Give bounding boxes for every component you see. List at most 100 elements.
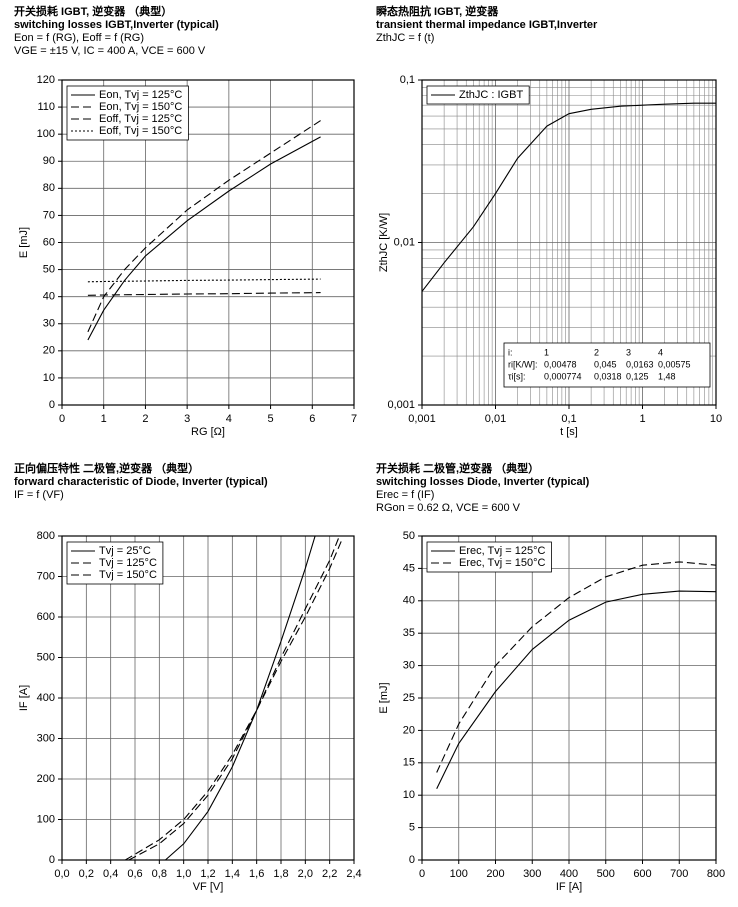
- chart-title: 开关损耗 二极管,逆变器 （典型）: [376, 461, 539, 475]
- chart: 开关损耗 二极管,逆变器 （典型）switching losses Diode,…: [376, 461, 725, 893]
- y-tick-label: 80: [43, 182, 55, 194]
- x-tick-label: 700: [670, 868, 688, 880]
- x-tick-label: 0: [419, 868, 425, 880]
- x-tick-label: 0,2: [79, 868, 94, 880]
- table-box: [503, 342, 711, 388]
- legend-label: Tvj = 125°C: [99, 557, 157, 569]
- x-tick-label: 0,01: [485, 413, 506, 425]
- x-tick-label: 500: [597, 868, 615, 880]
- x-tick-label: 800: [707, 868, 725, 880]
- annotation: Erec = f (IF): [376, 489, 434, 501]
- x-tick-label: 100: [450, 868, 468, 880]
- legend-box: [426, 85, 530, 105]
- x-tick-label: 10: [710, 413, 722, 425]
- annotation: IF = f (VF): [14, 489, 64, 501]
- annotation: VGE = ±15 V, IC = 400 A, VCE = 600 V: [14, 45, 206, 57]
- plot-frame: [61, 79, 355, 406]
- legend-label: Eoff, Tvj = 150°C: [99, 125, 182, 137]
- legend-label: Eon, Tvj = 150°C: [99, 101, 182, 113]
- x-tick-label: 4: [226, 413, 232, 425]
- legend-box: [426, 541, 552, 573]
- y-tick-label: 5: [409, 822, 415, 834]
- y-tick-label: 100: [37, 128, 55, 140]
- x-tick-label: 200: [486, 868, 504, 880]
- y-tick-label: 40: [43, 291, 55, 303]
- x-tick-label: 0: [59, 413, 65, 425]
- x-tick-label: 600: [633, 868, 651, 880]
- x-tick-label: 0,0: [54, 868, 69, 880]
- x-tick-label: 1: [639, 413, 645, 425]
- y-tick-label: 400: [37, 692, 55, 704]
- y-tick-label: 0,1: [400, 74, 415, 86]
- y-tick-label: 40: [403, 595, 415, 607]
- chart-subtitle: switching losses IGBT,Inverter (typical): [14, 19, 219, 31]
- x-tick-label: 7: [351, 413, 357, 425]
- y-tick-label: 25: [403, 692, 415, 704]
- x-tick-label: 1,8: [273, 868, 288, 880]
- table-cell: 1: [544, 347, 549, 357]
- series-line: [128, 535, 340, 861]
- table-cell: 0,00478: [544, 359, 577, 369]
- y-tick-label: 10: [403, 789, 415, 801]
- table-cell: 2: [594, 347, 599, 357]
- chart-title: 开关损耗 IGBT, 逆变器 （典型）: [14, 4, 172, 18]
- x-tick-label: 0,6: [127, 868, 142, 880]
- y-tick-label: 100: [37, 813, 55, 825]
- x-axis-label: IF [A]: [556, 881, 582, 893]
- x-tick-label: 2,2: [322, 868, 337, 880]
- legend-label: Erec, Tvj = 150°C: [459, 557, 545, 569]
- table-cell: 0,00575: [658, 359, 691, 369]
- y-tick-label: 10: [43, 372, 55, 384]
- x-tick-label: 400: [560, 868, 578, 880]
- y-axis-label: E [mJ]: [18, 227, 30, 258]
- table-cell: i:: [508, 347, 513, 357]
- x-tick-label: 6: [309, 413, 315, 425]
- x-tick-label: 2: [142, 413, 148, 425]
- series-line: [87, 292, 321, 296]
- legend-label: Tvj = 150°C: [99, 569, 157, 581]
- table-cell: 0,0318: [594, 371, 622, 381]
- x-tick-label: 1: [101, 413, 107, 425]
- y-axis-label: IF [A]: [18, 685, 30, 711]
- y-tick-label: 20: [403, 724, 415, 736]
- y-tick-label: 110: [37, 101, 55, 113]
- x-tick-label: 2,4: [346, 868, 361, 880]
- y-tick-label: 0: [409, 854, 415, 866]
- chart: 正向偏压特性 二极管,逆变器 （典型）forward characteristi…: [14, 461, 362, 893]
- chart-subtitle: transient thermal impedance IGBT,Inverte…: [376, 19, 598, 31]
- table-cell: ri[K/W]:: [508, 359, 538, 369]
- y-tick-label: 200: [37, 773, 55, 785]
- y-tick-label: 500: [37, 651, 55, 663]
- legend-label: ZthJC : IGBT: [459, 89, 523, 101]
- y-axis-label: ZthJC [K/W]: [378, 213, 390, 272]
- y-tick-label: 600: [37, 611, 55, 623]
- legend-label: Erec, Tvj = 125°C: [459, 545, 545, 557]
- y-tick-label: 120: [37, 74, 55, 86]
- y-tick-label: 50: [43, 263, 55, 275]
- table-cell: 1,48: [658, 371, 676, 381]
- table-cell: τi[s]:: [508, 371, 526, 381]
- x-tick-label: 3: [184, 413, 190, 425]
- y-tick-label: 800: [37, 530, 55, 542]
- y-tick-label: 20: [43, 345, 55, 357]
- x-axis-label: RG [Ω]: [191, 426, 225, 438]
- y-tick-label: 50: [403, 530, 415, 542]
- y-tick-label: 0,01: [394, 236, 415, 248]
- series-line: [125, 539, 343, 861]
- y-axis-label: E [mJ]: [378, 682, 390, 713]
- x-axis-label: t [s]: [560, 426, 578, 438]
- table-cell: 0,0163: [626, 359, 654, 369]
- y-tick-label: 700: [37, 570, 55, 582]
- plot-frame: [421, 535, 717, 861]
- y-tick-label: 30: [43, 318, 55, 330]
- chart-subtitle: forward characteristic of Diode, Inverte…: [14, 476, 268, 488]
- y-tick-label: 0: [49, 399, 55, 411]
- legend-label: Tvj = 25°C: [99, 545, 151, 557]
- x-tick-label: 1,4: [225, 868, 240, 880]
- x-tick-label: 5: [268, 413, 274, 425]
- chart: 开关损耗 IGBT, 逆变器 （典型）switching losses IGBT…: [14, 4, 357, 438]
- x-axis-label: VF [V]: [193, 881, 224, 893]
